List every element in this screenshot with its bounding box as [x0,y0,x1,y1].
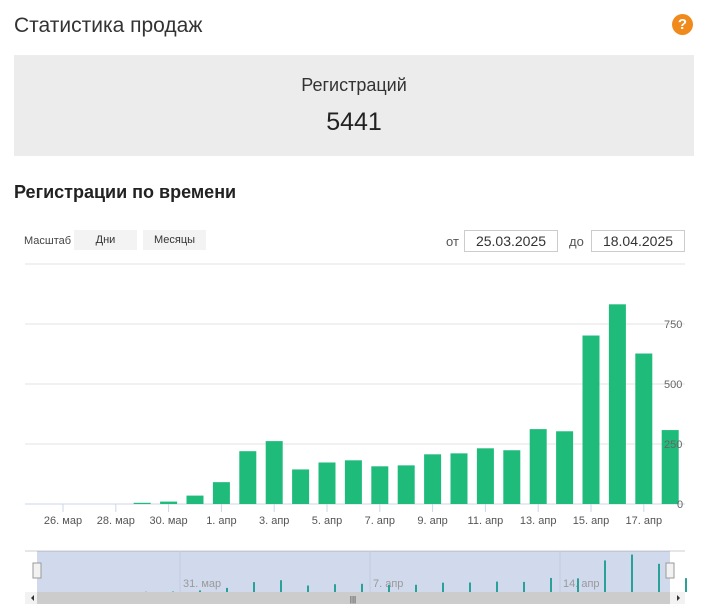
x-tick-label: 28. мар [97,515,135,527]
y-tick-label: 0 [677,499,683,511]
navigator-mask [37,551,670,592]
bar [133,502,151,504]
summary-label: Регистраций [301,75,407,95]
bar [582,335,600,504]
months-button[interactable]: Месяцы [143,230,206,250]
navigator-label: 14. апр [563,578,600,590]
bar [292,469,310,504]
y-tick-label: 750 [664,319,682,331]
scrollbar-grip-icon: ||| [350,595,356,604]
from-label: от [446,234,459,249]
to-label: до [569,234,584,249]
y-tick-label: 250 [664,439,682,451]
x-tick-label: 30. мар [150,515,188,527]
navigator-handle[interactable] [665,562,675,579]
navigator-label: 7. апр [373,578,403,590]
bar [556,431,574,504]
scrollbar-thumb[interactable] [37,592,670,604]
navigator-label: 31. мар [183,578,221,590]
summary-value: 5441 [326,108,382,136]
scroll-left-arrow-icon[interactable] [31,595,34,601]
bar [529,429,547,504]
bar [371,466,389,504]
x-tick-label: 5. апр [312,515,342,527]
from-date-input[interactable]: 25.03.2025 [464,230,558,252]
x-tick-label: 13. апр [520,515,557,527]
navigator-handle[interactable] [32,562,42,579]
bar [450,453,468,504]
to-date-input[interactable]: 18.04.2025 [591,230,685,252]
y-tick-label: 500 [664,379,682,391]
x-tick-label: 3. апр [259,515,289,527]
bar [608,304,626,504]
bar [344,460,362,504]
question-circle-icon[interactable]: ? [672,14,693,35]
x-tick-label: 7. апр [365,515,395,527]
section-title: Регистрации по времени [14,182,237,202]
registrations-summary: Регистраций 5441 [14,55,694,156]
bar [318,462,336,504]
bar [397,465,415,504]
bar [239,451,257,504]
x-tick-label: 11. апр [468,515,504,527]
x-tick-label: 15. апр [573,515,610,527]
x-tick-label: 1. апр [206,515,236,527]
scroll-right-arrow-icon[interactable] [677,595,680,601]
bar [661,430,679,504]
bar [186,495,204,504]
bar [424,454,442,504]
scale-label: Масштаб [24,235,72,247]
bar [212,482,230,504]
bar [503,450,521,504]
bar [476,448,494,504]
page-title: Статистика продаж [14,14,203,37]
bar [160,501,178,504]
x-tick-label: 26. мар [44,515,82,527]
x-tick-label: 17. апр [626,515,663,527]
x-tick-label: 9. апр [417,515,447,527]
days-button[interactable]: Дни [74,230,137,250]
bar [635,353,653,504]
bar [265,441,283,504]
